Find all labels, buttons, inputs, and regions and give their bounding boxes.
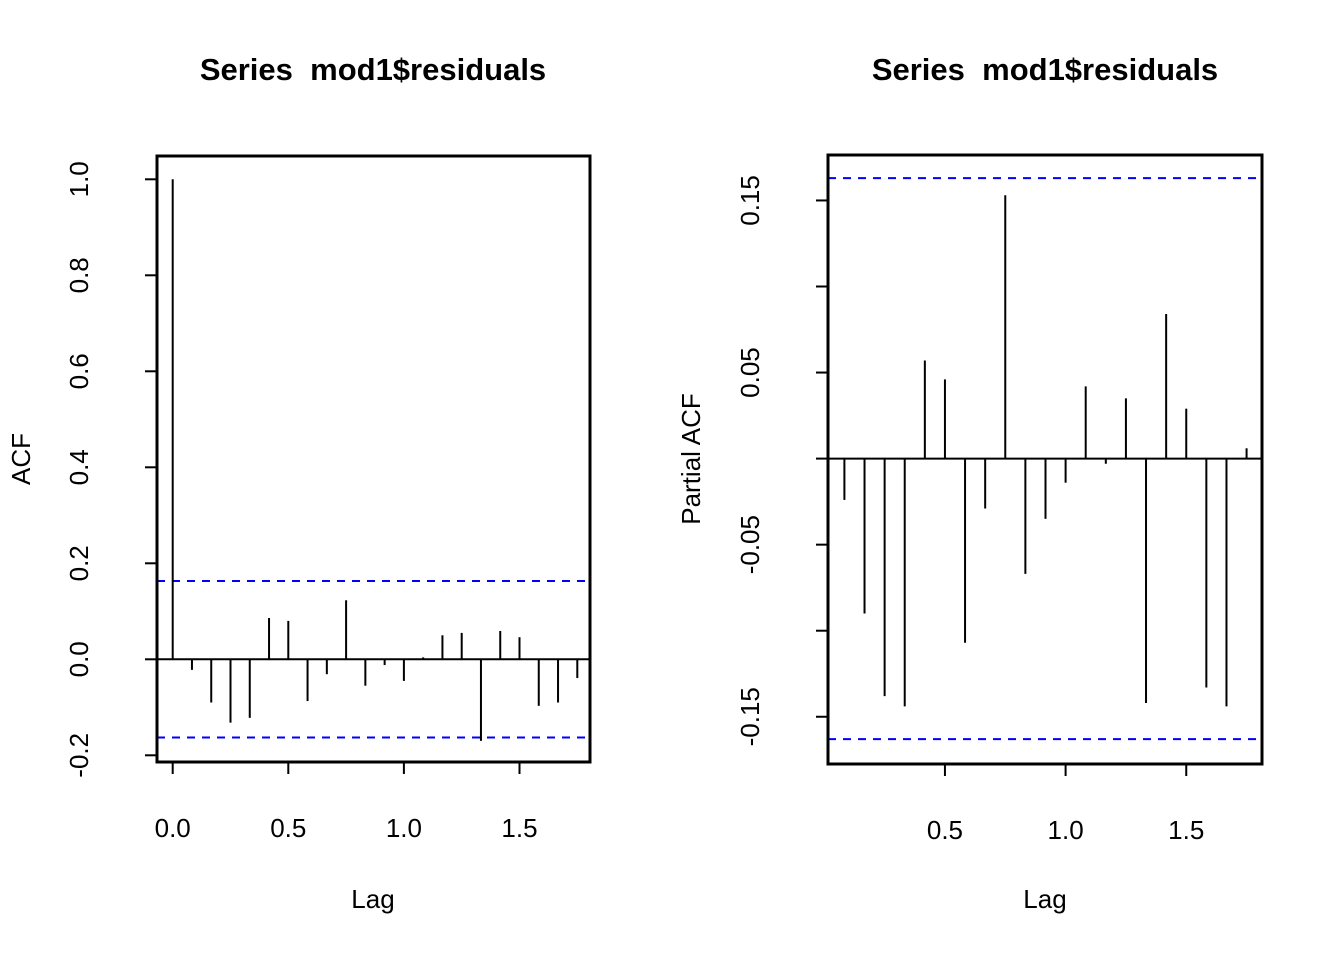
x-tick-label: 1.0 — [1048, 815, 1084, 845]
x-tick-label: 1.5 — [1168, 815, 1204, 845]
pacf-plot-panel: 0.15 0.05 -0.05 -0.15 0.5 1.0 1.5 — [735, 153, 1264, 845]
y-tick-label: 0.6 — [64, 353, 94, 389]
y-tick-label: -0.15 — [735, 687, 765, 746]
y-tick-label: 0.8 — [64, 257, 94, 293]
right-plot-title: Series mod1$residuals — [872, 52, 1218, 87]
x-tick-label: 1.0 — [386, 813, 422, 843]
y-tick-label: 0.2 — [64, 545, 94, 581]
right-y-axis-label: Partial ACF — [676, 393, 706, 525]
x-tick-label: 0.5 — [927, 815, 963, 845]
y-tick-label: 0.4 — [64, 449, 94, 485]
x-tick-label: 0.0 — [155, 813, 191, 843]
y-tick-label: -0.05 — [735, 515, 765, 574]
plot-box — [155, 154, 592, 764]
y-tick-label: 1.0 — [64, 161, 94, 197]
x-tick-label: 1.5 — [501, 813, 537, 843]
acf-plot-panel: 1.0 0.8 0.6 0.4 0.2 0.0 -0.2 0.0 0.5 1.0 1.5 — [64, 154, 592, 843]
right-x-axis-label: Lag — [1023, 884, 1066, 914]
left-x-axis-label: Lag — [351, 884, 394, 914]
x-tick-label: 0.5 — [270, 813, 306, 843]
y-tick-label: 0.05 — [735, 347, 765, 398]
y-tick-label: 0.0 — [64, 641, 94, 677]
y-tick-label: 0.15 — [735, 175, 765, 226]
y-tick-label: -0.2 — [64, 733, 94, 778]
left-plot-title: Series mod1$residuals — [200, 52, 546, 87]
left-y-axis-label: ACF — [6, 433, 36, 485]
